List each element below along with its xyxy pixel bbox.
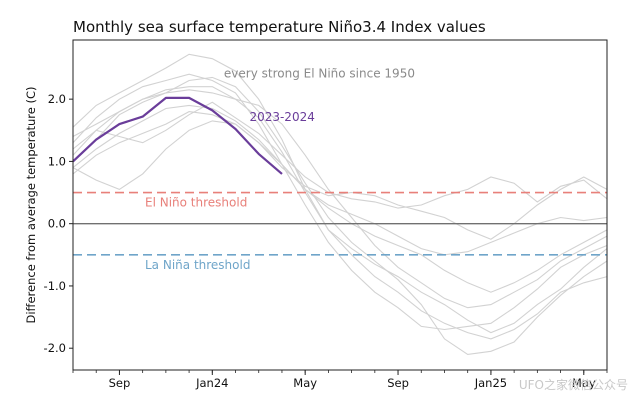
- highlight-series-line: [72, 96, 283, 175]
- background-series-line-1: [72, 53, 608, 340]
- y-tick-label: 1.0: [48, 154, 66, 168]
- background-series-line-3: [72, 86, 608, 334]
- plot-frame: [72, 39, 608, 371]
- background-series-line-7: [72, 101, 608, 209]
- y-tick-label: -2.0: [44, 341, 66, 355]
- la-nina-threshold-label: La Niña threshold: [145, 258, 250, 272]
- background-series-line-5: [72, 111, 608, 293]
- highlight-series-label: 2023-2024: [249, 110, 314, 124]
- x-tick-label: Sep: [109, 376, 131, 390]
- y-tick-label: 2.0: [48, 92, 66, 106]
- background-series-line-9: [72, 89, 608, 309]
- x-tick-label: Sep: [387, 376, 409, 390]
- background-series-line-8: [72, 120, 608, 240]
- background-series-label: every strong El Niño since 1950: [224, 66, 415, 80]
- plot-area: El Niño threshold La Niña threshold 2023-2…: [44, 39, 608, 390]
- y-tick-label: 0.0: [48, 217, 66, 231]
- background-series-line-2: [72, 73, 608, 331]
- x-tick-label: May: [572, 376, 596, 390]
- x-tick-label: Jan25: [474, 376, 507, 390]
- x-tick-label: May: [293, 376, 317, 390]
- chart-title: Monthly sea surface temperature Niño3.4 …: [73, 18, 486, 36]
- watermark: UFO之家微信公众号: [519, 377, 628, 392]
- x-tick-label: Jan24: [195, 376, 228, 390]
- y-tick-label: -1.0: [44, 279, 66, 293]
- y-axis-label: Difference from average temperature (C): [24, 86, 38, 323]
- background-series-line-6: [72, 104, 608, 256]
- el-nino-threshold-label: El Niño threshold: [145, 196, 247, 210]
